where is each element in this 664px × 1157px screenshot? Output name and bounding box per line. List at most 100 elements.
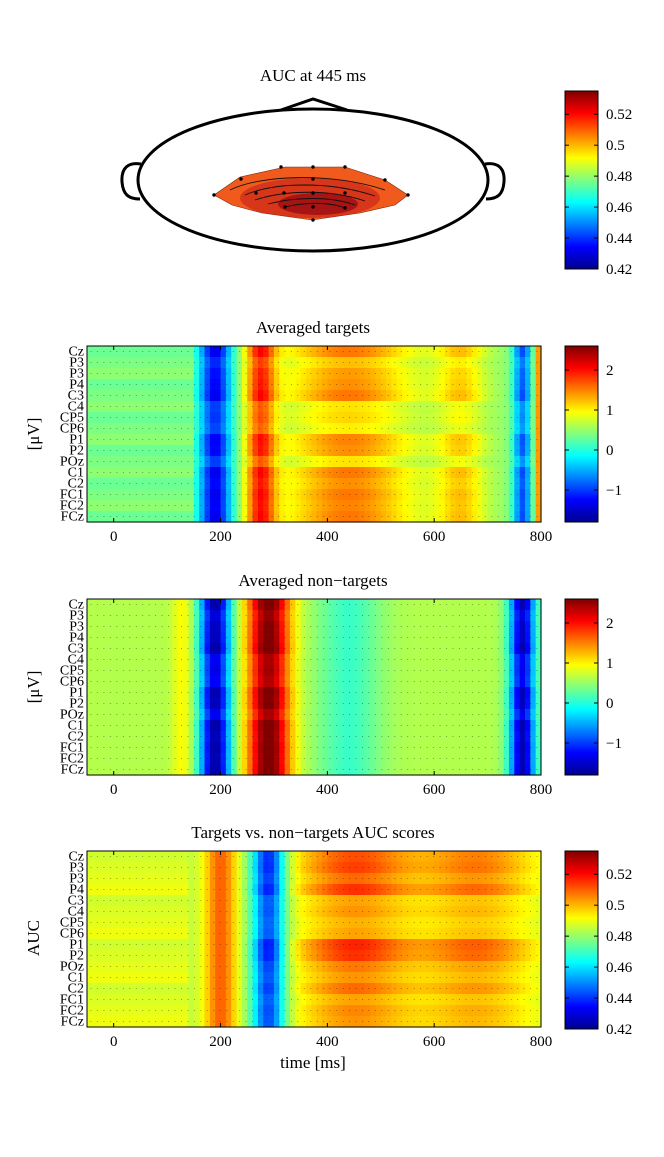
- heatmap-cell: [396, 368, 403, 380]
- heatmap-cell: [508, 621, 515, 633]
- grid-dot: [155, 691, 157, 694]
- heatmap-cell: [135, 423, 142, 435]
- heatmap-cell: [97, 368, 104, 380]
- heatmap-cell: [332, 511, 339, 523]
- heatmap-cell: [471, 610, 478, 622]
- heatmap-cell: [161, 390, 168, 402]
- heatmap-cell: [103, 610, 109, 622]
- heatmap-cell: [220, 698, 227, 710]
- heatmap-cell: [199, 632, 206, 644]
- grid-dot: [491, 394, 493, 397]
- heatmap-cell: [156, 412, 163, 424]
- grid-dot: [387, 603, 389, 606]
- heatmap-cell: [273, 357, 280, 369]
- grid-dot: [497, 625, 499, 628]
- grid-dot: [400, 438, 402, 441]
- heatmap-cell: [145, 610, 152, 622]
- grid-dot: [303, 702, 305, 705]
- grid-dot: [407, 713, 409, 716]
- grid-dot: [206, 361, 208, 364]
- heatmap-cell: [151, 478, 158, 490]
- heatmap-cell: [177, 742, 184, 754]
- grid-dot: [122, 702, 124, 705]
- heatmap-cell: [514, 500, 521, 512]
- right-ear-shape: [484, 162, 506, 201]
- heatmap-cell: [455, 445, 462, 457]
- electrode-dot: [343, 191, 347, 195]
- heatmap-cell: [412, 390, 419, 402]
- grid-dot: [206, 493, 208, 496]
- heatmap-cell: [535, 511, 542, 523]
- heatmap-cell: [156, 445, 163, 457]
- heatmap-cell: [332, 753, 339, 765]
- heatmap-cell: [524, 434, 531, 446]
- grid-dot: [407, 416, 409, 419]
- heatmap-cell: [471, 434, 478, 446]
- heatmap-cell: [151, 412, 158, 424]
- heatmap-cell: [236, 654, 243, 666]
- grid-dot: [226, 757, 228, 760]
- grid-dot: [361, 471, 364, 474]
- heatmap-cell: [252, 500, 259, 512]
- heatmap-cell: [204, 456, 211, 468]
- heatmap-cell: [364, 489, 371, 501]
- grid-dot: [355, 669, 357, 672]
- grid-dot: [368, 614, 370, 617]
- heatmap-cell: [268, 489, 275, 501]
- heatmap-cell: [386, 654, 393, 666]
- grid-dot: [536, 482, 538, 485]
- heatmap-cell: [476, 445, 483, 457]
- grid-dot: [258, 416, 260, 419]
- heatmap-cell: [252, 643, 259, 655]
- grid-dot: [310, 757, 312, 760]
- grid-dot: [471, 691, 473, 694]
- grid-dot: [213, 735, 215, 738]
- grid-dot: [510, 702, 512, 705]
- grid-dot: [478, 636, 480, 639]
- heatmap-cell: [322, 489, 328, 501]
- grid-dot: [245, 702, 247, 705]
- grid-dot: [517, 647, 519, 650]
- heatmap-cell: [183, 346, 190, 358]
- heatmap-cell: [268, 643, 275, 655]
- heatmap-cell: [503, 698, 510, 710]
- grid-dot: [452, 724, 454, 727]
- grid-dot: [284, 713, 286, 716]
- heatmap-cell: [407, 434, 414, 446]
- grid-dot: [264, 702, 267, 705]
- grid-dot: [323, 515, 325, 518]
- heatmap-cell: [188, 357, 195, 369]
- grid-dot: [323, 713, 325, 716]
- heatmap-cell: [263, 643, 270, 655]
- grid-dot: [510, 647, 512, 650]
- heatmap-cell: [402, 676, 409, 688]
- heatmap-cell: [273, 687, 280, 699]
- heatmap-cell: [519, 599, 526, 611]
- grid-dot: [510, 515, 512, 518]
- heatmap-cell: [348, 500, 355, 512]
- heatmap-cell: [460, 599, 467, 611]
- grid-dot: [368, 405, 370, 408]
- grid-dot: [342, 625, 344, 628]
- grid-dot: [316, 625, 318, 628]
- grid-dot: [245, 724, 247, 727]
- grid-dot: [465, 504, 467, 507]
- heatmap-cell: [343, 467, 350, 479]
- heatmap-cell: [524, 467, 531, 479]
- heatmap-cell: [113, 698, 120, 710]
- heatmap-cell: [354, 709, 360, 721]
- grid-dot: [484, 713, 486, 716]
- heatmap-cell: [466, 456, 473, 468]
- heatmap-cell: [444, 742, 451, 754]
- grid-dot: [523, 405, 525, 408]
- heatmap-cell: [476, 742, 483, 754]
- grid-dot: [323, 625, 325, 628]
- heatmap-cell: [412, 511, 419, 523]
- grid-dot: [387, 669, 389, 672]
- heatmap-cell: [498, 478, 505, 490]
- grid-dot: [517, 504, 519, 507]
- heatmap-cell: [188, 401, 195, 413]
- grid-dot: [458, 460, 460, 463]
- grid-dot: [510, 636, 512, 639]
- heatmap-cell: [151, 654, 158, 666]
